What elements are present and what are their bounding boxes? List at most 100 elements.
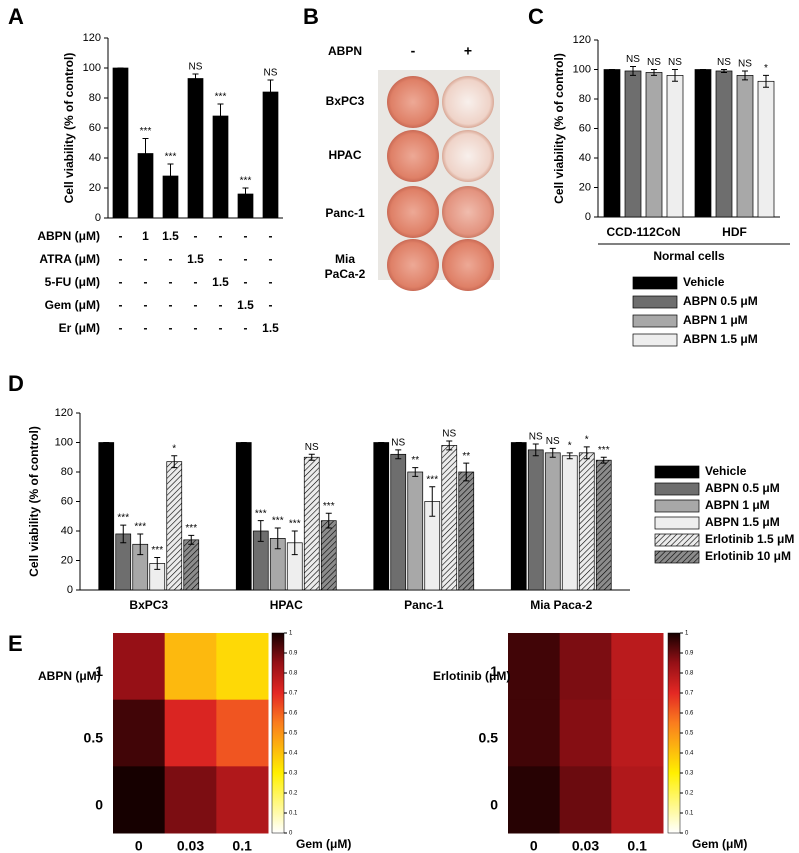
group-label: Normal cells [653, 249, 725, 263]
treatment-dose: - [244, 229, 248, 243]
treatment-dose: - [219, 229, 223, 243]
significance-label: NS [626, 54, 640, 65]
significance-label: NS [391, 438, 405, 449]
heatmap-cell [559, 699, 612, 767]
well [442, 239, 494, 291]
error-bar [267, 79, 274, 105]
heatmap-cell [216, 766, 269, 834]
bar [715, 70, 733, 218]
colorbar-tick-label: 0 [685, 831, 689, 837]
bar [645, 72, 663, 218]
column-label: - [411, 43, 416, 59]
y-tick-label: 1 [95, 663, 103, 679]
bar [98, 442, 115, 591]
error-bar [291, 530, 298, 556]
legend-swatch [654, 550, 700, 564]
treatment-label: ABPN [328, 44, 362, 58]
legend-swatch [654, 465, 700, 479]
y-tick-label: 20 [89, 182, 101, 194]
bar [544, 452, 561, 591]
error-bar [274, 527, 281, 550]
treatment-dose: - [194, 229, 198, 243]
treatment-dose: - [119, 321, 123, 335]
colorbar-tick-label: 0.9 [685, 651, 694, 657]
y-tick-label: 20 [61, 554, 73, 566]
significance-label: NS [647, 57, 661, 68]
treatment-dose: - [194, 275, 198, 289]
colorbar-tick-label: 0.4 [685, 751, 694, 757]
significance-label: NS [738, 59, 752, 70]
well [387, 76, 439, 128]
y-tick-label: 120 [83, 32, 101, 44]
treatment-dose: 1.5 [262, 321, 279, 335]
treatment-dose: 1.5 [237, 298, 254, 312]
x-tick-label: CCD-112CoN [606, 225, 680, 239]
error-bar [412, 467, 419, 477]
error-bar [532, 443, 539, 457]
colorbar-tick-label: 0.3 [685, 771, 694, 777]
heatmap-cell [164, 766, 217, 834]
significance-label: *** [134, 522, 146, 533]
x-tick-label: 0 [530, 838, 538, 853]
bar [320, 520, 337, 591]
treatment-dose: - [244, 275, 248, 289]
significance-label: NS [529, 432, 543, 443]
colorbar-tick-label: 0.8 [289, 671, 298, 677]
treatment-dose: - [169, 321, 173, 335]
heatmap-cell [611, 699, 664, 767]
legend-label: Vehicle [705, 464, 747, 478]
x-tick-label: Mia Paca-2 [530, 598, 592, 612]
y-tick-label: 100 [573, 63, 591, 75]
significance-label: *** [426, 474, 438, 485]
colorbar-tick-label: 1 [289, 631, 293, 637]
significance-label: *** [165, 152, 177, 163]
treatment-dose: - [269, 298, 273, 312]
treatment-dose: 1.5 [162, 229, 179, 243]
bar [757, 80, 775, 218]
y-tick-label: 0 [95, 212, 101, 224]
error-bar [137, 533, 144, 556]
bar [578, 452, 595, 591]
significance-label: *** [598, 445, 610, 456]
bar [458, 471, 475, 591]
bar [666, 75, 684, 218]
error-bar [142, 138, 149, 169]
treatment-dose: - [244, 252, 248, 266]
colorbar-tick-label: 0.8 [685, 671, 694, 677]
significance-label: * [568, 440, 572, 451]
y-tick-label: 1 [490, 663, 498, 679]
colorbar-tick-label: 0.7 [289, 691, 298, 697]
significance-label: *** [323, 501, 335, 512]
bar [112, 67, 129, 219]
bar [212, 115, 229, 219]
column-label: + [464, 43, 472, 59]
significance-label: NS [717, 57, 731, 68]
colorbar-tick-label: 0.1 [289, 811, 298, 817]
y-tick-label: 120 [55, 407, 73, 419]
x-tick-label: HPAC [270, 598, 303, 612]
y-tick-label: 60 [89, 122, 101, 134]
error-bar [308, 453, 315, 461]
bar [694, 69, 712, 218]
x-tick-label: 0.03 [572, 838, 599, 853]
significance-label: NS [264, 68, 278, 79]
treatment-dose: - [269, 229, 273, 243]
error-bar [763, 74, 769, 88]
x-axis-label: Gem (μM) [296, 837, 351, 851]
legend-label: ABPN 0.5 μM [705, 481, 780, 495]
y-tick-label: 20 [579, 181, 591, 193]
error-bar [742, 70, 748, 81]
colorbar-tick-label: 0 [289, 831, 293, 837]
treatment-dose: - [219, 252, 223, 266]
error-bar [672, 69, 678, 82]
row-label: Panc-1 [325, 206, 365, 220]
y-tick-label: 0 [67, 584, 73, 596]
heatmap-cell [216, 633, 269, 701]
legend-label: ABPN 1 μM [683, 313, 748, 327]
significance-label: *** [185, 523, 197, 534]
y-tick-label: 40 [61, 525, 73, 537]
treatment-label: Gem (μM) [45, 298, 100, 312]
bar [736, 75, 754, 218]
x-tick-label: 0.1 [627, 838, 647, 853]
colorbar-tick-label: 1 [685, 631, 689, 637]
